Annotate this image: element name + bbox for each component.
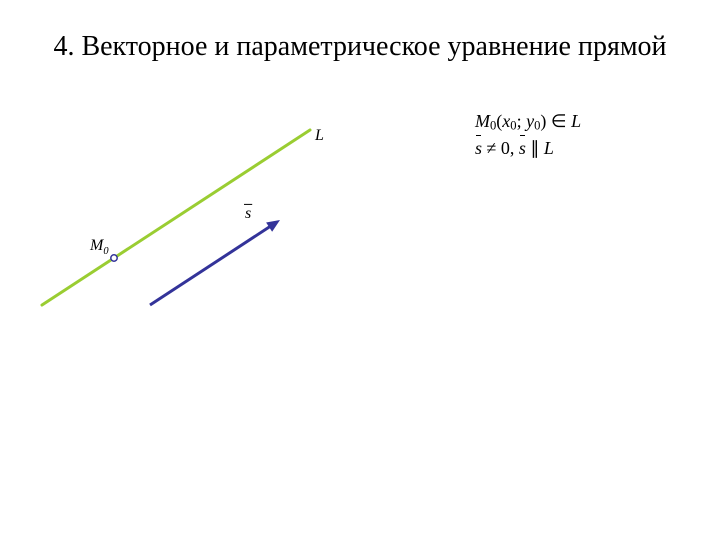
diagram-svg: L M0 s [20,110,360,330]
sym-s1: s [475,138,482,158]
sym-neq: ≠ 0, [482,138,519,158]
formula-line-2: s ≠ 0, s ∥ L [475,135,581,162]
sym-y: y [526,111,534,131]
label-M0: M0 [89,237,109,257]
sym-par: ∥ [526,138,544,158]
sym-L1: L [571,111,581,131]
formula-block: M0(x0; y0) ∈ L s ≠ 0, s ∥ L [475,108,581,162]
label-s: s [245,205,251,222]
slide-title: 4. Векторное и параметрическое уравнение… [0,31,720,63]
sym-s2-bar: s [519,135,526,162]
slide: 4. Векторное и параметрическое уравнение… [0,0,720,540]
sym-L2: L [544,138,554,158]
vector-s-arrowhead [266,220,280,232]
line-L [42,130,310,305]
sym-in: ∈ [546,111,571,131]
vector-s-body [150,223,275,305]
geometry-diagram: L M0 s [20,110,360,330]
sym-sep: ; [517,111,527,131]
point-M0 [111,255,117,261]
label-L: L [314,127,324,144]
sym-s1-bar: s [475,135,482,162]
formula-line-1: M0(x0; y0) ∈ L [475,108,581,135]
sym-s2: s [519,138,526,158]
sym-M: M [475,111,490,131]
